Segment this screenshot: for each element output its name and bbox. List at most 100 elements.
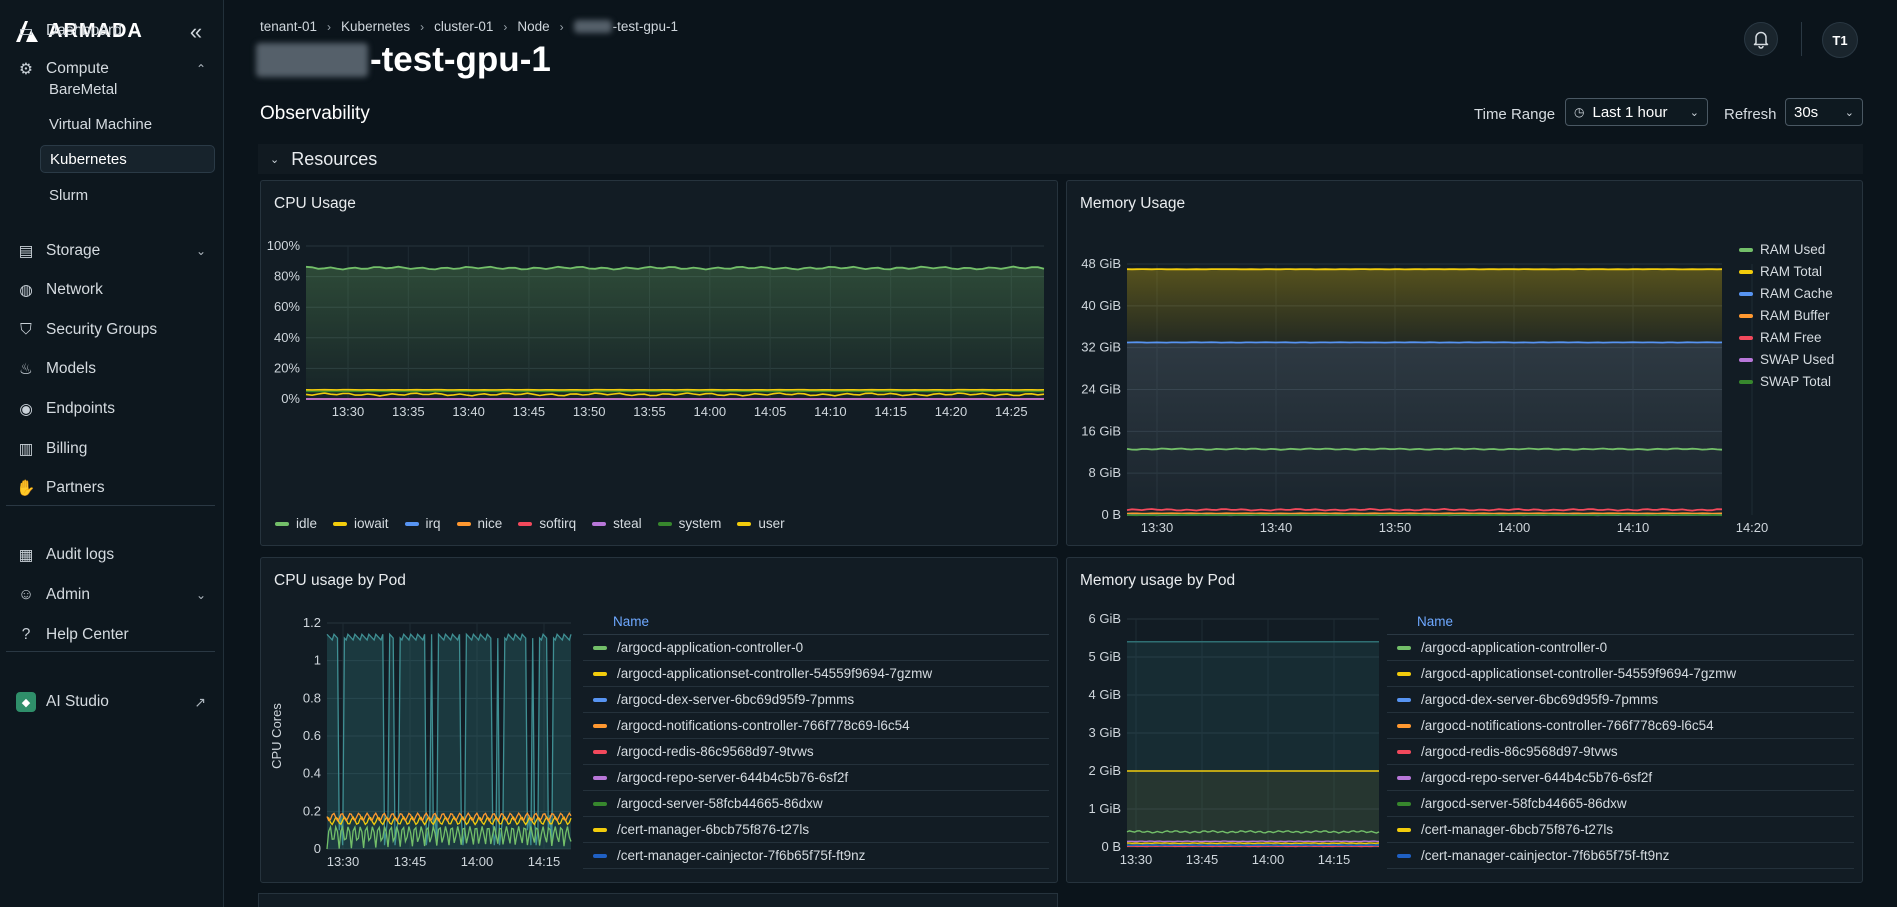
series-line-pod bbox=[326, 811, 572, 822]
series-line-ram-free bbox=[1126, 507, 1723, 512]
sidebar-item-partners[interactable]: ✋ Partners bbox=[16, 472, 214, 504]
legend-row[interactable]: /argocd-server-58fcb44665-86dxw bbox=[583, 791, 1049, 817]
sidebar-item-help-center[interactable]: ? Help Center bbox=[16, 619, 214, 651]
time-range-select[interactable]: ◷ Last 1 hour ⌄ bbox=[1565, 98, 1708, 126]
armada-logo[interactable]: ARMADA bbox=[14, 18, 143, 44]
sidebar-subitem-kubernetes[interactable]: Kubernetes bbox=[40, 145, 215, 173]
sidebar-subitem-slurm[interactable]: Slurm bbox=[49, 186, 89, 204]
legend-row[interactable]: /argocd-dex-server-6bc69d95f9-7pmms bbox=[583, 687, 1049, 713]
breadcrumb-tenant[interactable]: tenant-01 bbox=[260, 19, 318, 34]
legend-row[interactable]: /argocd-redis-86c9568d97-9tvws bbox=[583, 739, 1049, 765]
legend-item-system[interactable]: system bbox=[657, 516, 721, 531]
legend-row[interactable]: /argocd-applicationset-controller-54559f… bbox=[1387, 661, 1854, 687]
collapse-sidebar-icon[interactable]: « bbox=[189, 19, 203, 44]
sidebar-item-network[interactable]: ◍ Network bbox=[16, 274, 214, 306]
sidebar-item-storage[interactable]: ▤ Storage ⌄ bbox=[16, 235, 214, 267]
legend-item-swap-total[interactable]: SWAP Total bbox=[1739, 374, 1834, 389]
legend-swatch bbox=[593, 775, 607, 780]
legend-item-steal[interactable]: steal bbox=[592, 516, 642, 531]
legend-row[interactable]: /argocd-notifications-controller-766f778… bbox=[1387, 713, 1854, 739]
series-area-cert-manager bbox=[1127, 771, 1379, 847]
x-tick-label: 14:00 bbox=[461, 854, 494, 869]
legend-row[interactable]: /argocd-repo-server-644b4c5b76-6sf2f bbox=[583, 765, 1049, 791]
sidebar-item-endpoints[interactable]: ◉ Endpoints bbox=[16, 393, 214, 425]
breadcrumb: tenant-01 › Kubernetes › cluster-01 › No… bbox=[260, 19, 678, 34]
sidebar-item-ai-studio[interactable]: ◆ AI Studio ↗ bbox=[16, 686, 214, 718]
y-tick-label: 16 GiB bbox=[1081, 423, 1121, 438]
legend-row[interactable]: /argocd-application-controller-0 bbox=[1387, 635, 1854, 661]
legend-swatch bbox=[593, 697, 607, 702]
x-tick-label: 14:20 bbox=[1736, 520, 1769, 535]
legend-row[interactable]: /cert-manager-cainjector-7f6b65f75f-ft9n… bbox=[1387, 843, 1854, 869]
sidebar-item-admin[interactable]: ☺ Admin ⌄ bbox=[16, 579, 214, 611]
legend-row[interactable]: /argocd-applicationset-controller-54559f… bbox=[583, 661, 1049, 687]
y-tick-label: 6 GiB bbox=[1088, 611, 1121, 626]
legend-label: SWAP Total bbox=[1760, 374, 1832, 389]
legend-swatch bbox=[1739, 335, 1753, 340]
breadcrumb-kubernetes[interactable]: Kubernetes bbox=[341, 19, 411, 34]
notifications-button[interactable] bbox=[1744, 22, 1778, 56]
cpu-usage-chart[interactable]: 0% 20% 40% 60% 80% 100% 13:30 13:35 13:40 13:45 13… bbox=[261, 181, 1059, 547]
y-tick-label: 48 GiB bbox=[1081, 256, 1121, 271]
resources-section-toggle[interactable]: ⌄ Resources bbox=[258, 144, 1863, 174]
memory-usage-chart[interactable]: 0 B 8 GiB 16 GiB 24 GiB 32 GiB 40 GiB 48 GiB 13… bbox=[1067, 181, 1864, 547]
breadcrumb-cluster[interactable]: cluster-01 bbox=[434, 19, 494, 34]
legend-item-nice[interactable]: nice bbox=[456, 516, 502, 531]
redacted-text bbox=[573, 20, 612, 33]
legend-column-header[interactable]: Name bbox=[1387, 611, 1854, 635]
bell-icon bbox=[1753, 31, 1769, 49]
legend-label: RAM Used bbox=[1760, 242, 1826, 257]
legend-row[interactable]: /argocd-notifications-controller-766f778… bbox=[583, 713, 1049, 739]
legend-row[interactable]: /argocd-repo-server-644b4c5b76-6sf2f bbox=[1387, 765, 1854, 791]
cpu-usage-panel: CPU Usage 0% 20% 40% 60% 80% 100% 13:30 13:35 13… bbox=[260, 180, 1058, 546]
cpu-pod-legend-table: Name/argocd-application-controller-0/arg… bbox=[583, 611, 1049, 869]
legend-item-ram-buffer[interactable]: RAM Buffer bbox=[1739, 308, 1834, 323]
sidebar-item-audit-logs[interactable]: ▦ Audit logs bbox=[16, 539, 214, 571]
sidebar-item-compute[interactable]: ⚙ Compute ⌃ bbox=[16, 53, 214, 85]
legend-label: RAM Total bbox=[1760, 264, 1823, 279]
legend-row[interactable]: /argocd-application-controller-0 bbox=[583, 635, 1049, 661]
legend-row[interactable]: /cert-manager-6bcb75f876-t27ls bbox=[583, 817, 1049, 843]
y-tick-label: 0 B bbox=[1101, 839, 1121, 854]
legend-label: /cert-manager-cainjector-7f6b65f75f-ft9n… bbox=[1421, 848, 1670, 863]
legend-swatch bbox=[593, 801, 607, 806]
legend-row[interactable]: /argocd-dex-server-6bc69d95f9-7pmms bbox=[1387, 687, 1854, 713]
x-tick-label: 14:00 bbox=[694, 404, 727, 419]
legend-row[interactable]: /cert-manager-cainjector-7f6b65f75f-ft9n… bbox=[583, 843, 1049, 869]
sidebar-subitem-baremetal[interactable]: BareMetal bbox=[49, 80, 118, 98]
legend-item-swap-used[interactable]: SWAP Used bbox=[1739, 352, 1834, 367]
external-link-icon[interactable]: ↗ bbox=[194, 693, 206, 710]
sidebar-item-security-groups[interactable]: ⛉ Security Groups bbox=[16, 314, 214, 346]
time-range-value: Last 1 hour bbox=[1592, 103, 1668, 121]
legend-item-ram-cache[interactable]: RAM Cache bbox=[1739, 286, 1834, 301]
legend-item-user[interactable]: user bbox=[737, 516, 785, 531]
y-tick-label: 0.6 bbox=[303, 728, 321, 743]
legend-row[interactable]: /cert-manager-6bcb75f876-t27ls bbox=[1387, 817, 1854, 843]
user-avatar[interactable]: T1 bbox=[1822, 22, 1858, 58]
sidebar-item-dashboard[interactable]: ▭ Dashboard bbox=[16, 15, 214, 47]
legend-swatch bbox=[1397, 723, 1411, 728]
x-tick-label: 13:30 bbox=[327, 854, 360, 869]
legend-item-ram-total[interactable]: RAM Total bbox=[1739, 264, 1834, 279]
breadcrumb-node[interactable]: Node bbox=[517, 19, 550, 34]
sidebar-item-billing[interactable]: ▥ Billing bbox=[16, 433, 214, 465]
legend-item-ram-used[interactable]: RAM Used bbox=[1739, 242, 1834, 257]
legend-row[interactable]: /argocd-server-58fcb44665-86dxw bbox=[1387, 791, 1854, 817]
sidebar-item-models[interactable]: ♨ Models bbox=[16, 353, 214, 385]
cpu-by-pod-chart[interactable]: 0 0.2 0.4 0.6 0.8 1 1.2 13:30 13:45 14:00 14:15 CPU… bbox=[261, 558, 581, 884]
page-title-text: -test-gpu-1 bbox=[370, 40, 551, 79]
legend-item-idle[interactable]: idle bbox=[275, 516, 317, 531]
legend-item-iowait[interactable]: iowait bbox=[333, 516, 389, 531]
panel-title: CPU Usage bbox=[274, 195, 356, 212]
legend-swatch bbox=[1397, 671, 1411, 676]
memory-by-pod-chart[interactable]: 0 B 1 GiB 2 GiB 3 GiB 4 GiB 5 GiB 6 GiB 13:30 13… bbox=[1067, 558, 1387, 884]
legend-item-softirq[interactable]: softirq bbox=[518, 516, 576, 531]
sidebar-subitem-virtual-machine[interactable]: Virtual Machine bbox=[49, 115, 153, 133]
legend-row[interactable]: /argocd-redis-86c9568d97-9tvws bbox=[1387, 739, 1854, 765]
refresh-select[interactable]: 30s ⌄ bbox=[1785, 98, 1863, 126]
legend-column-header[interactable]: Name bbox=[583, 611, 1049, 635]
legend-item-ram-free[interactable]: RAM Free bbox=[1739, 330, 1834, 345]
legend-item-irq[interactable]: irq bbox=[404, 516, 441, 531]
memory-by-pod-panel: Memory usage by Pod 0 B 1 GiB 2 GiB 3 GiB 4 … bbox=[1066, 557, 1863, 883]
legend-swatch bbox=[593, 853, 607, 858]
